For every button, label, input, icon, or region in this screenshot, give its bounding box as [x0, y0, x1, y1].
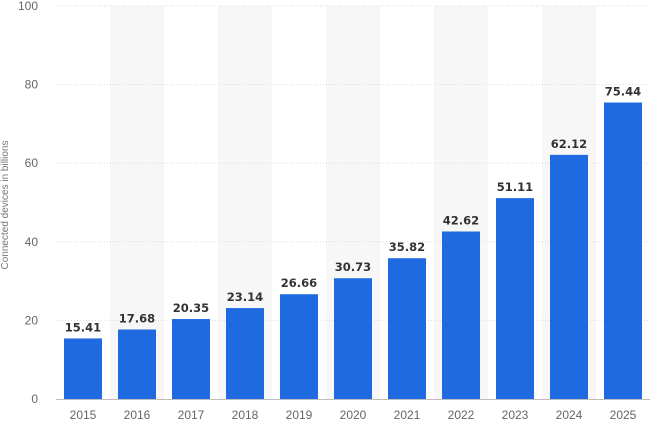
y-tick-label: 20	[25, 313, 39, 327]
bar-2022[interactable]	[442, 231, 480, 399]
bar-2019[interactable]	[280, 294, 318, 399]
y-tick-label: 100	[18, 0, 38, 13]
bar-2020[interactable]	[334, 278, 372, 399]
bar-2018[interactable]	[226, 308, 264, 399]
x-tick-label: 2025	[610, 408, 637, 422]
x-tick-label: 2017	[178, 408, 205, 422]
data-label-2023: 51.11	[497, 180, 533, 194]
y-tick-label: 60	[25, 156, 39, 170]
bar-2023[interactable]	[496, 198, 534, 399]
bar-2017[interactable]	[172, 319, 210, 399]
data-label-2020: 30.73	[335, 260, 371, 274]
x-tick-label: 2021	[394, 408, 421, 422]
y-tick-label: 40	[25, 235, 39, 249]
bar-2024[interactable]	[550, 154, 588, 399]
x-axis-ticks: 2015 2016 2017 2018 2019 2020 2021 2022 2023 2024…	[70, 408, 637, 422]
x-tick-label: 2023	[502, 408, 529, 422]
bar-2015[interactable]	[64, 338, 102, 399]
bar-2016[interactable]	[118, 329, 156, 399]
data-label-2017: 20.35	[173, 301, 209, 315]
data-label-2015: 15.41	[65, 320, 101, 334]
bar-2021[interactable]	[388, 258, 426, 399]
data-label-2025: 75.44	[605, 85, 641, 99]
y-tick-label: 0	[31, 392, 38, 406]
x-tick-label: 2019	[286, 408, 313, 422]
data-label-2024: 62.12	[551, 137, 587, 151]
x-tick-label: 2024	[556, 408, 583, 422]
y-axis-ticks: 0 20 40 60 80 100	[18, 0, 38, 406]
y-axis-title: Connected devices in billions	[0, 141, 11, 270]
x-tick-label: 2022	[448, 408, 475, 422]
x-tick-label: 2020	[340, 408, 367, 422]
data-label-2019: 26.66	[281, 276, 317, 290]
bar-2025[interactable]	[604, 102, 642, 399]
data-label-2022: 42.62	[443, 214, 479, 228]
y-tick-label: 80	[25, 78, 39, 92]
data-label-2016: 17.68	[119, 312, 155, 326]
x-tick-label: 2016	[124, 408, 151, 422]
data-label-2021: 35.82	[389, 240, 425, 254]
x-tick-label: 2015	[70, 408, 97, 422]
data-label-2018: 23.14	[227, 290, 263, 304]
x-tick-label: 2018	[232, 408, 259, 422]
value-labels: 15.41 17.68 20.35 23.14 26.66 30.73 35.82 42.62…	[65, 85, 641, 335]
bars	[64, 102, 642, 399]
